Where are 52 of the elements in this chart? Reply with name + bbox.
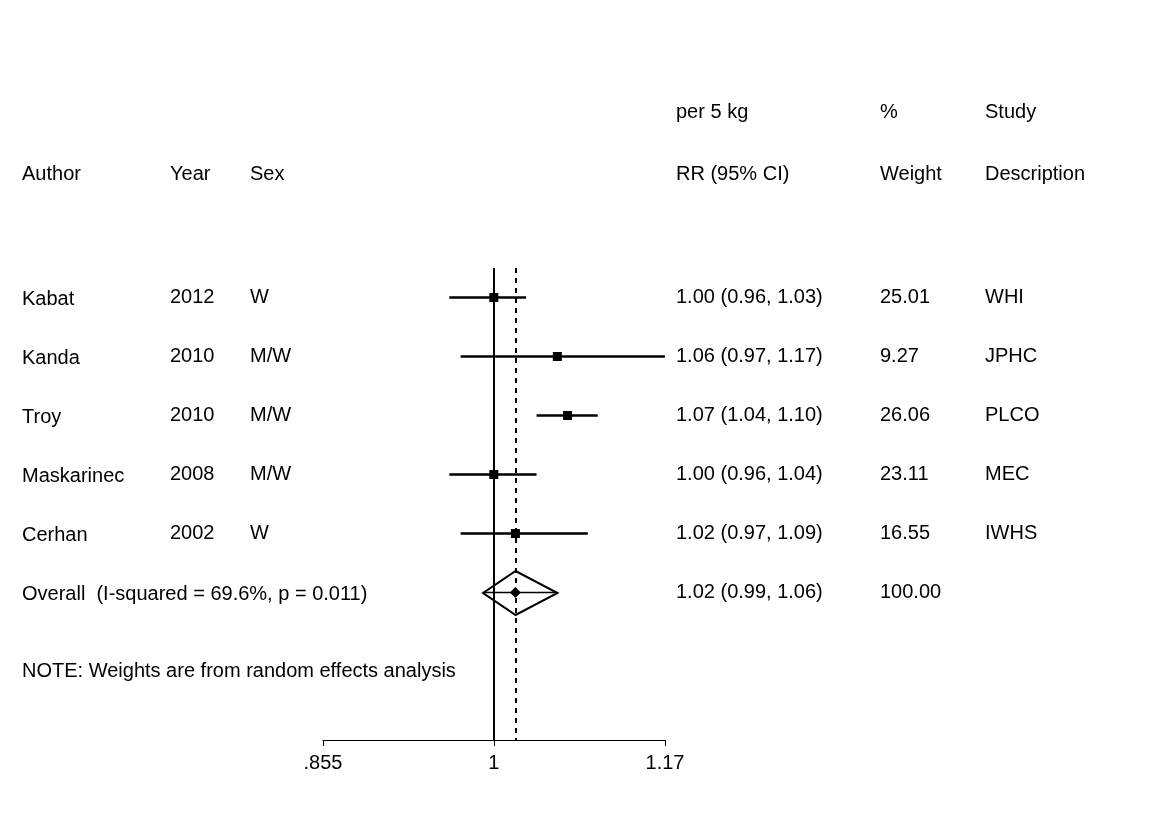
text: 1.02 (0.99, 1.06) <box>676 579 823 602</box>
text: 25.01 <box>880 284 931 307</box>
text: RR (95% CI) <box>676 162 790 184</box>
text: PLCO <box>985 402 1040 425</box>
point <box>563 411 573 420</box>
y-tick-label: Maskarinec <box>22 463 125 486</box>
point <box>489 293 499 302</box>
text: M/W <box>250 461 292 484</box>
y-tick-label: Overall (I-squared = 69.6%, p = 0.011) <box>22 581 368 604</box>
x-tick-label: .855 <box>303 751 343 773</box>
text: 26.06 <box>880 402 931 425</box>
text: 2010 <box>170 343 215 366</box>
text: IWHS <box>985 520 1038 543</box>
text: W <box>250 520 269 543</box>
text: Weight <box>880 162 943 184</box>
text: JPHC <box>985 343 1038 366</box>
text: Study <box>985 100 1037 122</box>
text: 2012 <box>170 284 215 307</box>
text: M/W <box>250 402 292 425</box>
text: MEC <box>985 461 1030 484</box>
x-tick-label: 1 <box>488 751 500 773</box>
text: 2010 <box>170 402 215 425</box>
text: per 5 kg <box>676 100 749 122</box>
text: Description <box>985 162 1086 184</box>
text: 1.00 (0.96, 1.04) <box>676 461 823 484</box>
text: 2008 <box>170 461 215 484</box>
y-tick-label: Cerhan <box>22 522 88 545</box>
y-tick-label: Kabat <box>22 286 75 309</box>
text: WHI <box>985 284 1024 307</box>
text: 9.27 <box>880 343 919 366</box>
text: 2002 <box>170 520 215 543</box>
text: 1.00 (0.96, 1.03) <box>676 284 823 307</box>
y-tick-label: Troy <box>22 404 62 427</box>
x-tick-label: 1.17 <box>645 751 685 773</box>
text: 16.55 <box>880 520 931 543</box>
y-tick-label: Kanda <box>22 345 81 368</box>
point <box>489 470 499 479</box>
text: Sex <box>250 162 285 184</box>
text: W <box>250 284 269 307</box>
text: M/W <box>250 343 292 366</box>
text: % <box>880 100 898 122</box>
text: 100.00 <box>880 579 942 602</box>
text: Year <box>170 162 211 184</box>
text: NOTE: Weights are from random effects analysis <box>22 658 456 681</box>
text: 1.06 (0.97, 1.17) <box>676 343 823 366</box>
text: 1.07 (1.04, 1.10) <box>676 402 823 425</box>
point <box>509 587 521 598</box>
text: Author <box>22 162 82 184</box>
point <box>552 352 562 361</box>
text: 1.02 (0.97, 1.09) <box>676 520 823 543</box>
point <box>510 529 520 538</box>
text: 23.11 <box>880 461 929 484</box>
